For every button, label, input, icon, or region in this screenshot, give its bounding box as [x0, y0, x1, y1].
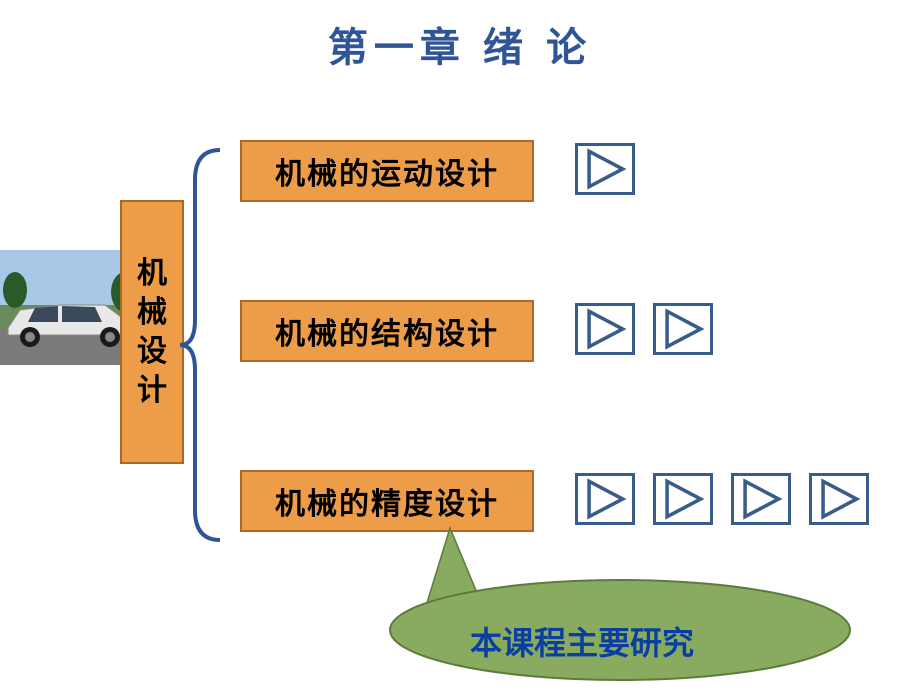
- callout-text: 本课程主要研究: [470, 618, 694, 664]
- callout-ellipse: [0, 0, 920, 690]
